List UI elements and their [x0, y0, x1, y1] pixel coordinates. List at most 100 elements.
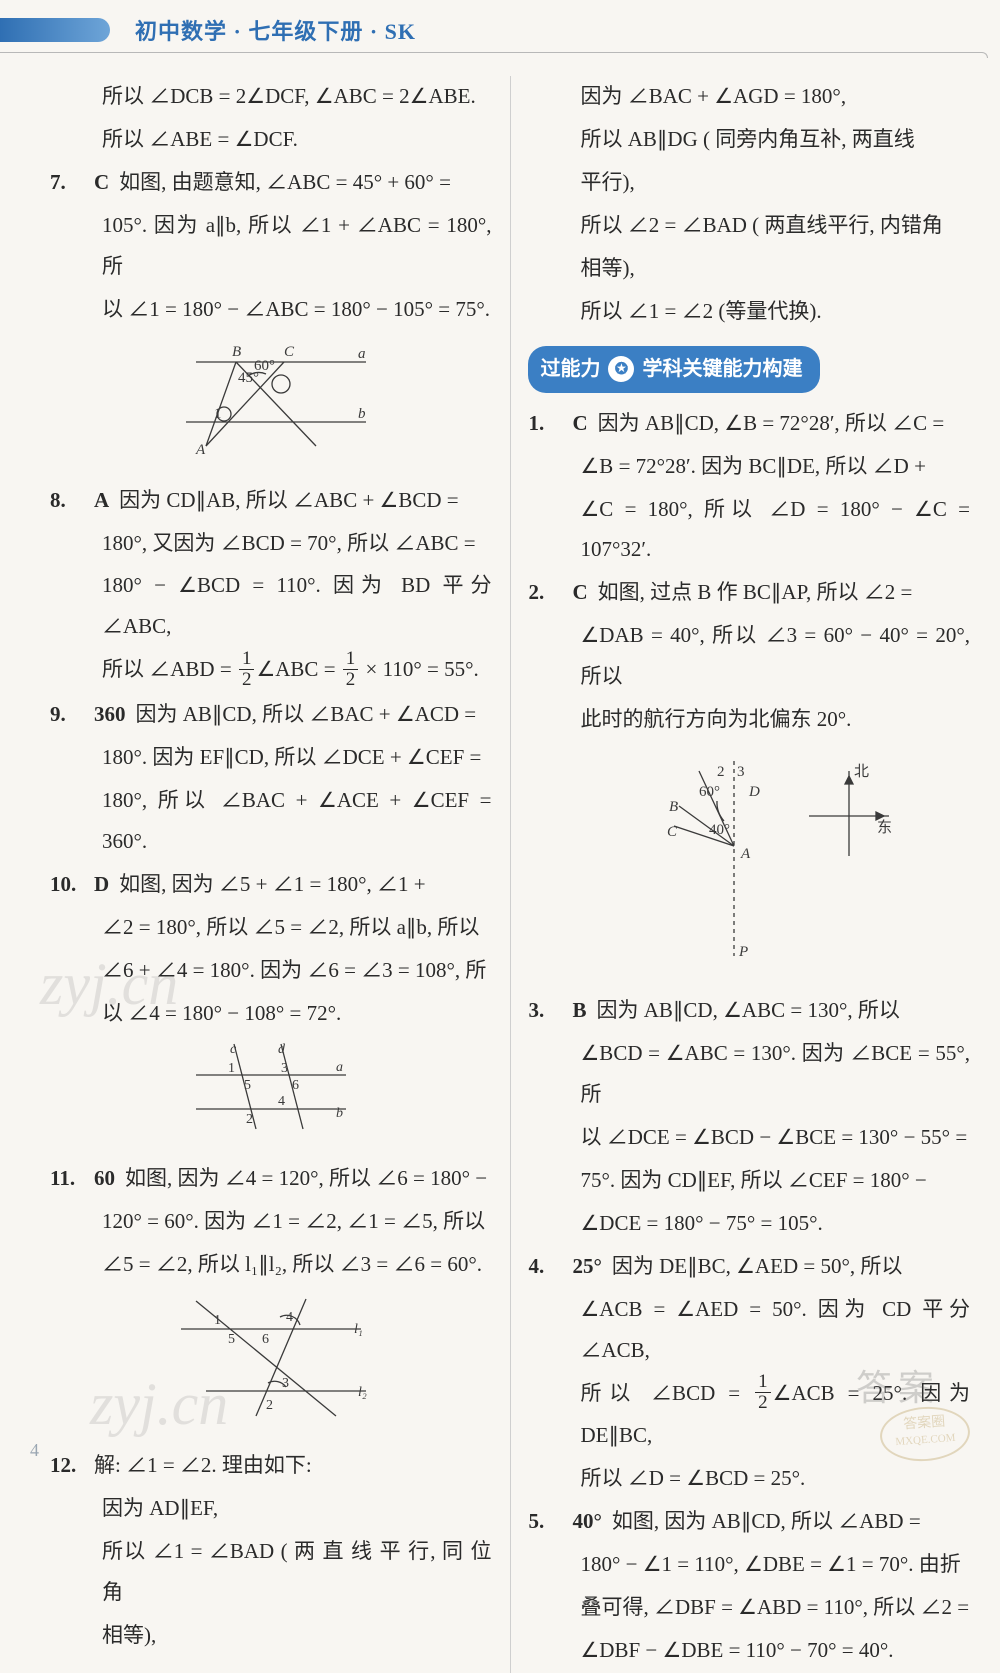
svg-text:6: 6 — [262, 1332, 269, 1347]
text-line: 120° = 60°. 因为 ∠1 = ∠2, ∠1 = ∠5, 所以 — [50, 1201, 492, 1242]
svg-text:C: C — [284, 344, 295, 360]
text-line: 叠可得, ∠DBF = ∠ABD = 110°, 所以 ∠2 = — [528, 1587, 970, 1628]
text: 如图, 因为 ∠4 = 120°, 所以 ∠6 = 180° − — [125, 1166, 487, 1190]
q-number: 1. — [528, 403, 572, 444]
question-r4: 4.25°因为 DE∥BC, ∠AED = 50°, 所以 — [528, 1246, 970, 1287]
q-answer: 25° — [572, 1254, 601, 1278]
text-line: 相等), — [50, 1615, 492, 1656]
text: 如图, 因为 AB∥CD, 所以 ∠ABD = — [612, 1509, 921, 1533]
svg-text:40°: 40° — [709, 822, 730, 838]
q-number: 8. — [50, 480, 94, 521]
text: 因为 AB∥CD, ∠B = 72°28′, 所以 ∠C = — [598, 411, 945, 435]
question-10: 10.D如图, 因为 ∠5 + ∠1 = 180°, ∠1 + — [50, 864, 492, 905]
text-line: ∠5 = ∠2, 所以 l₁∥l₂, 所以 ∠3 = ∠6 = 60°. — [50, 1244, 492, 1285]
q-number: 11. — [50, 1158, 94, 1199]
text-line: 相等), — [528, 248, 970, 289]
text-line: 所以 AB∥DG ( 同旁内角互补, 两直线 — [528, 119, 970, 160]
svg-text:60°: 60° — [254, 358, 275, 374]
text: 如图, 过点 B 作 BC∥AP, 所以 ∠2 = — [598, 580, 913, 604]
text: 因为 CD∥AB, 所以 ∠ABC + ∠BCD = — [119, 488, 458, 512]
text: × 110° = 55°. — [360, 657, 478, 681]
svg-text:3: 3 — [281, 1061, 288, 1076]
text-line: 180° − ∠1 = 110°, ∠DBE = ∠1 = 70°. 由折 — [528, 1544, 970, 1585]
text: 因为 AB∥CD, ∠ABC = 130°, 所以 — [597, 998, 900, 1022]
text-line: 180° − ∠BCD = 110°. 因为 BD 平分 ∠ABC, — [50, 565, 492, 647]
text: 如图, 由题意知, ∠ABC = 45° + 60° = — [119, 170, 451, 194]
text-line: 此时的航行方向为北偏东 20°. — [528, 699, 970, 740]
text: 解: ∠1 = ∠2. 理由如下: — [94, 1453, 312, 1477]
question-r3: 3.B 因为 AB∥CD, ∠ABC = 130°, 所以 — [528, 990, 970, 1031]
header-accent-bar — [0, 18, 110, 42]
content-area: 所以 ∠DCB = 2∠DCF, ∠ABC = 2∠ABE. 所以 ∠ABE =… — [0, 60, 1000, 1673]
text-line: ∠C = 180°, 所以 ∠D = 180° − ∠C = 107°32′. — [528, 489, 970, 571]
svg-text:b: b — [358, 406, 366, 422]
svg-text:60°: 60° — [699, 784, 720, 800]
figure-r2: 北东 23 60° D B C 40° A P — [528, 746, 970, 980]
pill-left: 过能力 — [540, 350, 600, 389]
question-12: 12.解: ∠1 = ∠2. 理由如下: — [50, 1445, 492, 1486]
svg-text:a: a — [358, 346, 366, 362]
text-line: 所以 ∠ABD = 12∠ABC = 12 × 110° = 55°. — [50, 649, 492, 692]
svg-text:2: 2 — [717, 764, 725, 780]
svg-text:A: A — [195, 442, 206, 456]
svg-text:2: 2 — [246, 1112, 253, 1127]
svg-text:c: c — [230, 1042, 237, 1057]
text-line: 所以 ∠1 = ∠BAD ( 两 直 线 平 行, 同 位 角 — [50, 1531, 492, 1613]
q-number: 4. — [528, 1246, 572, 1287]
q-number: 12. — [50, 1445, 94, 1486]
q-number: 2. — [528, 572, 572, 613]
text-line: ∠6 + ∠4 = 180°. 因为 ∠6 = ∠3 = 108°, 所 — [50, 950, 492, 991]
footer-stamp: 答案圈 MXQE.COM — [880, 1407, 970, 1461]
text-line: 所以 ∠DCB = 2∠DCF, ∠ABC = 2∠ABE. — [50, 76, 492, 117]
header-title: 初中数学 · 七年级下册 · SK — [135, 14, 416, 46]
question-r5: 5.40°如图, 因为 AB∥CD, 所以 ∠ABD = — [528, 1501, 970, 1542]
text-line: ∠B = 72°28′. 因为 BC∥DE, 所以 ∠D + — [528, 446, 970, 487]
text-line: 以 ∠4 = 180° − 108° = 72°. — [50, 993, 492, 1034]
svg-text:P: P — [738, 944, 748, 960]
text-line: 180°, 又因为 ∠BCD = 70°, 所以 ∠ABC = — [50, 523, 492, 564]
text-line: ∠DAB = 40°, 所以 ∠3 = 60° − 40° = 20°, 所以 — [528, 615, 970, 697]
svg-text:东: 东 — [877, 819, 892, 836]
q-answer: 60 — [94, 1166, 115, 1190]
text-line: 所以 ∠ABE = ∠DCF. — [50, 119, 492, 160]
figure-7: BC ab A 45° 60° 1 — [50, 336, 492, 470]
text-line: 所以 ∠2 = ∠BAD ( 两直线平行, 内错角 — [528, 205, 970, 246]
svg-text:2: 2 — [266, 1398, 273, 1413]
svg-text:1: 1 — [228, 1061, 235, 1076]
q-number: 3. — [528, 990, 572, 1031]
q-number: 7. — [50, 162, 94, 203]
svg-text:d: d — [278, 1042, 286, 1057]
q-answer: 360 — [94, 702, 126, 726]
text: 所以 ∠ABD = — [102, 657, 237, 681]
section-pill: 过能力 ✪ 学科关键能力构建 — [528, 346, 820, 393]
svg-text:A: A — [740, 846, 751, 862]
text-line: 因为 AD∥EF, — [50, 1488, 492, 1529]
q-answer: C — [572, 411, 587, 435]
q-number: 10. — [50, 864, 94, 905]
text-line: 平行), — [528, 162, 970, 203]
svg-text:D: D — [748, 784, 760, 800]
text-line: 105°. 因为 a∥b, 所以 ∠1 + ∠ABC = 180°, 所 — [50, 205, 492, 287]
text-line: ∠DCE = 180° − 75° = 105°. — [528, 1203, 970, 1244]
svg-text:l₁: l₁ — [354, 1322, 363, 1337]
svg-text:3: 3 — [282, 1376, 289, 1391]
svg-text:l₂: l₂ — [358, 1385, 367, 1400]
q-number: 5. — [528, 1501, 572, 1542]
q-answer: C — [572, 580, 587, 604]
left-column: 所以 ∠DCB = 2∠DCF, ∠ABC = 2∠ABE. 所以 ∠ABE =… — [50, 76, 492, 1673]
q-answer: A — [94, 488, 109, 512]
text-line: 所以 ∠1 = ∠2 (等量代换). — [528, 291, 970, 332]
text-line: 以 ∠1 = 180° − ∠ABC = 180° − 105° = 75°. — [50, 289, 492, 330]
text-line: ∠DBF − ∠DBE = 110° − 70° = 40°. — [528, 1630, 970, 1671]
text: 如图, 因为 ∠5 + ∠1 = 180°, ∠1 + — [119, 872, 425, 896]
text-line: 180°, 所以 ∠BAC + ∠ACE + ∠CEF = 360°. — [50, 780, 492, 862]
svg-text:4: 4 — [278, 1094, 285, 1109]
text: 因为 AB∥CD, 所以 ∠BAC + ∠ACD = — [136, 702, 477, 726]
svg-text:北: 北 — [854, 763, 869, 780]
text: ∠ABC = — [256, 657, 340, 681]
text-line: ∠BCD = ∠ABC = 130°. 因为 ∠BCE = 55°, 所 — [528, 1033, 970, 1115]
q-answer: B — [572, 998, 586, 1022]
q-number: 9. — [50, 694, 94, 735]
svg-text:B: B — [669, 799, 678, 815]
question-7: 7.C如图, 由题意知, ∠ABC = 45° + 60° = — [50, 162, 492, 203]
